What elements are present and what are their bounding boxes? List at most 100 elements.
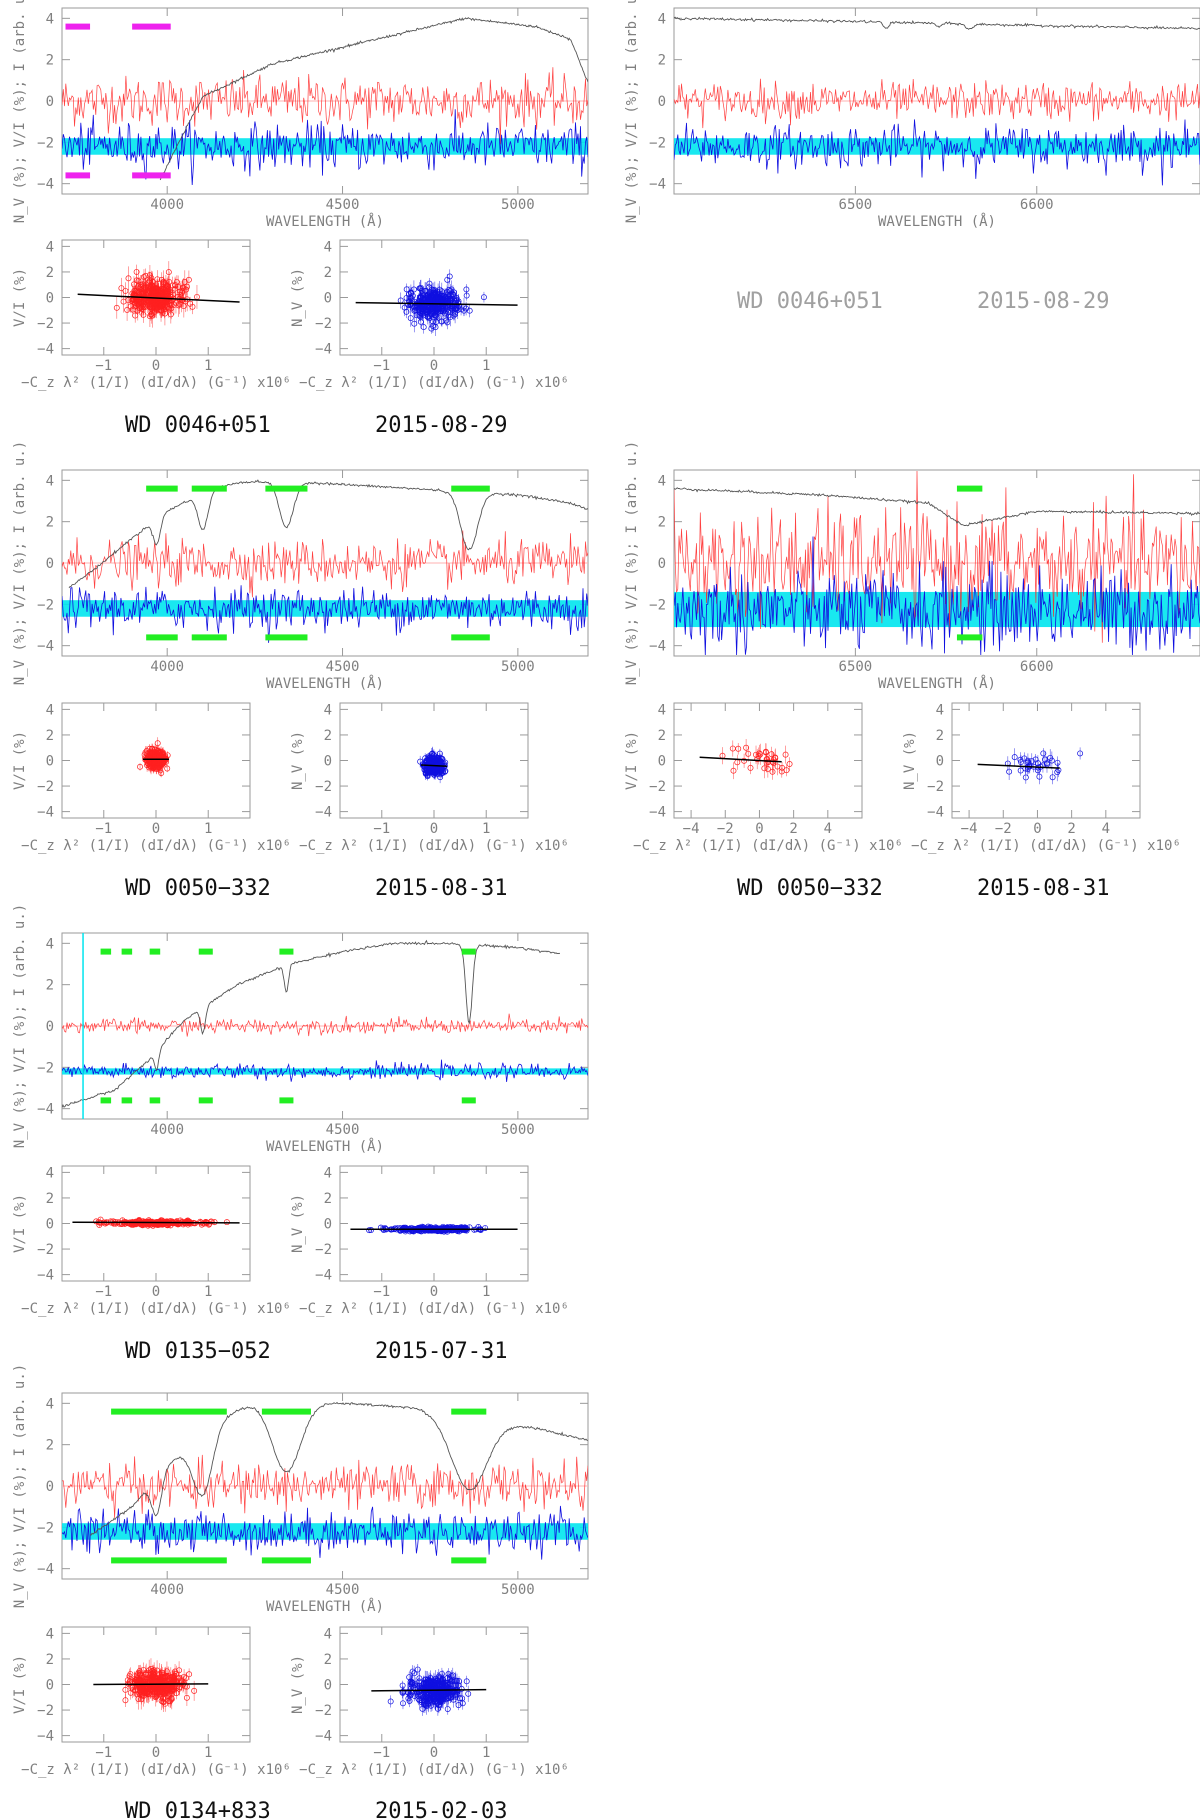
spectrum-panel: 6500 6600 −4 −2 0 2 4 WAVELENGTH (Å) N_V (%); V/… <box>624 0 1200 230</box>
data-point <box>122 1686 129 1693</box>
data-point <box>148 281 154 288</box>
line-mask-top <box>279 948 294 955</box>
data-point <box>434 313 441 320</box>
data-point <box>407 302 414 309</box>
data-point <box>452 311 459 318</box>
y-tick-label: −4 <box>649 805 666 821</box>
data-point <box>1048 757 1055 764</box>
y-tick-label: 0 <box>46 1217 54 1233</box>
plot-frame <box>61 702 251 819</box>
data-point <box>436 750 443 757</box>
line-mask-bottom <box>65 172 91 179</box>
data-point <box>1021 755 1028 762</box>
x-tick-label: 1 <box>482 821 490 837</box>
line-mask-bottom <box>451 634 490 641</box>
data-point <box>482 1225 489 1231</box>
data-point <box>127 1689 134 1696</box>
x-axis-label: WAVELENGTH (Å) <box>266 1138 384 1155</box>
data-point <box>184 283 190 290</box>
data-point <box>140 311 147 318</box>
y-tick-label: −2 <box>37 1520 54 1536</box>
line-mask-bottom <box>279 1097 294 1104</box>
stokes-v-trace <box>62 67 588 145</box>
line-mask-bottom <box>956 634 983 641</box>
y-tick-label: 0 <box>324 754 332 770</box>
intensity-trace <box>62 939 561 1108</box>
y-axis-label: N_V (%); V/I (%); I (arb. u.) <box>12 1364 28 1608</box>
data-point <box>176 300 183 307</box>
y-tick-label: 4 <box>46 702 54 718</box>
null-uncertainty-band <box>62 1068 588 1075</box>
line-mask-top <box>121 948 133 955</box>
line-mask-bottom <box>146 634 178 641</box>
plot-frame <box>673 702 863 819</box>
y-tick-label: 4 <box>324 1165 332 1181</box>
null-trace <box>62 1505 588 1560</box>
line-mask-top <box>956 485 983 492</box>
x-tick-label: −1 <box>95 1745 112 1761</box>
y-tick-label: 4 <box>46 1396 54 1412</box>
data-point <box>463 292 470 299</box>
line-mask-bottom <box>451 1557 487 1564</box>
y-tick-label: 0 <box>936 754 944 770</box>
intensity-trace <box>68 479 588 589</box>
null-trace <box>62 109 588 186</box>
x-tick-label: −1 <box>373 358 390 374</box>
data-point <box>146 295 152 302</box>
data-point <box>102 1220 109 1227</box>
y-axis-label: N_V (%); V/I (%); I (arb. u.) <box>12 441 28 685</box>
y-tick-label: 4 <box>46 473 54 489</box>
y-tick-label: 4 <box>324 1626 332 1642</box>
intensity-trace <box>89 1401 588 1536</box>
y-tick-label: 0 <box>658 556 666 572</box>
x-tick-label: −1 <box>373 821 390 837</box>
y-axis-label: N_V (%); V/I (%); I (arb. u.) <box>624 441 640 685</box>
y-tick-label: 2 <box>46 1438 54 1454</box>
data-point <box>137 763 143 770</box>
data-point <box>444 306 450 313</box>
data-point <box>132 293 139 300</box>
line-mask-top <box>451 485 490 492</box>
data-point <box>410 286 417 293</box>
data-point <box>459 1695 466 1702</box>
regression-fit-line <box>355 301 518 306</box>
y-tick-label: −2 <box>37 779 54 795</box>
spectrum-traces <box>62 479 588 643</box>
data-point <box>416 313 423 320</box>
data-point <box>745 750 752 757</box>
data-point <box>743 744 750 751</box>
field-scatter-panel: −1 0 1 −4 −2 0 2 4 −C_z λ² (1/I) (dI/dλ) (G⁻¹) x… <box>290 1626 569 1778</box>
field-scatter-panel: −1 0 1 −4 −2 0 2 4 −C_z λ² (1/I) (dI/dλ) (G⁻¹) x… <box>290 1165 569 1317</box>
y-tick-label: 4 <box>46 1165 54 1181</box>
data-point <box>146 1677 153 1684</box>
plot-frame <box>339 239 529 356</box>
scatter-points <box>417 746 449 784</box>
data-point <box>164 1673 171 1680</box>
data-point <box>1011 754 1018 761</box>
data-point <box>151 1667 158 1674</box>
data-point <box>454 1225 461 1232</box>
data-point <box>768 751 775 758</box>
field-scatter-panel: −1 0 1 −4 −2 0 2 4 −C_z λ² (1/I) (dI/dλ) (G⁻¹) x… <box>290 702 569 854</box>
data-point <box>435 758 442 765</box>
scatter-points <box>371 1663 487 1716</box>
null-uncertainty-band <box>674 138 1200 155</box>
data-point <box>741 757 748 764</box>
spectrum-traces <box>62 1401 588 1564</box>
line-mask-top <box>65 23 91 30</box>
x-axis-label: WAVELENGTH (Å) <box>878 675 996 692</box>
data-point <box>135 1220 142 1227</box>
line-mask-bottom <box>132 172 171 179</box>
data-point <box>763 759 770 766</box>
y-tick-label: −4 <box>37 1102 54 1118</box>
x-tick-label: −4 <box>961 821 978 837</box>
data-point <box>444 288 451 295</box>
y-tick-label: −2 <box>37 597 54 613</box>
y-tick-label: −2 <box>649 597 666 613</box>
line-mask-top <box>198 948 213 955</box>
y-tick-label: −4 <box>37 1729 54 1745</box>
data-point <box>426 280 433 287</box>
line-mask-top <box>146 485 178 492</box>
stokes-v-trace <box>674 470 1200 643</box>
